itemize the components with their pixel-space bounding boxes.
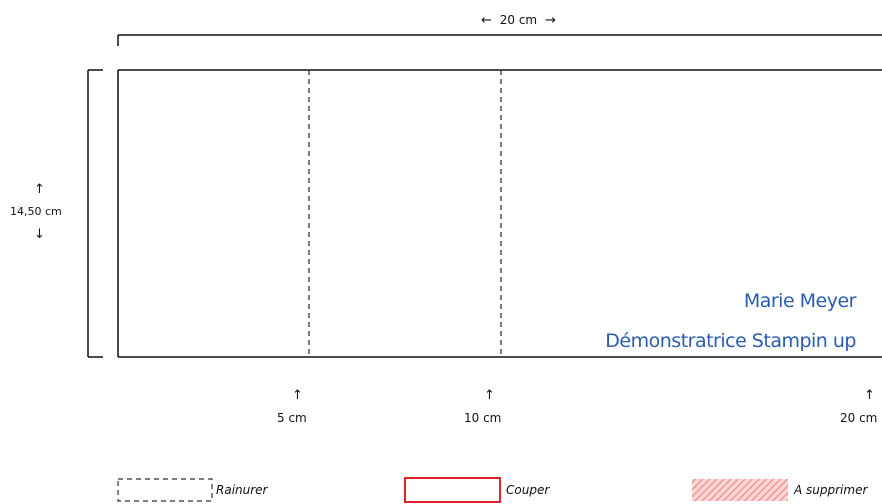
side-dimension-label: 14,50 cm bbox=[10, 205, 62, 218]
card-outline bbox=[117, 69, 882, 358]
legend-score-swatch bbox=[117, 478, 213, 502]
score-mark-label: 5 cm bbox=[277, 411, 307, 425]
top-dimension: ← 20 cm → bbox=[481, 13, 556, 27]
up-arrow-icon: ↑ bbox=[34, 182, 45, 197]
legend-score-label: Rainurer bbox=[216, 483, 268, 497]
side-dimension-bracket bbox=[87, 69, 103, 358]
score-mark-arrow-icon: ↑ bbox=[864, 388, 875, 403]
top-dimension-label: 20 cm bbox=[499, 13, 538, 27]
legend-cut-swatch bbox=[404, 477, 501, 503]
score-mark-label: 10 cm bbox=[464, 411, 502, 425]
legend-remove-swatch bbox=[692, 479, 788, 501]
signature-title: Démonstratrice Stampin up bbox=[605, 330, 856, 352]
top-dimension-bracket bbox=[117, 34, 882, 46]
signature-name: Marie Meyer bbox=[743, 290, 857, 312]
right-arrow-icon: → bbox=[544, 13, 556, 28]
score-mark-arrow-icon: ↑ bbox=[484, 388, 495, 403]
legend-remove-label: A supprimer bbox=[794, 483, 868, 497]
down-arrow-icon: ↓ bbox=[34, 227, 45, 242]
legend-cut-label: Couper bbox=[506, 483, 550, 497]
score-mark-arrow-icon: ↑ bbox=[292, 388, 303, 403]
score-mark-label: 20 cm bbox=[840, 411, 878, 425]
left-arrow-icon: ← bbox=[481, 13, 492, 28]
